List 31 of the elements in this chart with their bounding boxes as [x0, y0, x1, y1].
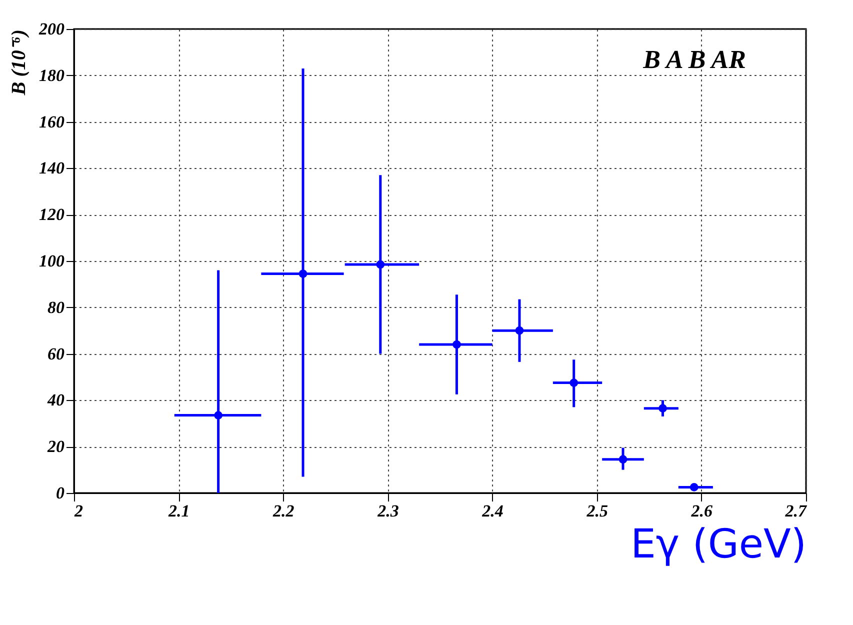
- x-tick-label: 2.6: [690, 502, 714, 520]
- x-tick-label: 2.4: [481, 502, 504, 520]
- y-axis-title: B (10⁻⁶): [8, 30, 30, 96]
- x-tick-label: 2.2: [272, 502, 295, 520]
- y-tick-label: 160: [39, 112, 65, 132]
- x-tick-label: 2.1: [167, 502, 190, 520]
- point: [690, 483, 698, 492]
- y-tick-label: 60: [48, 344, 65, 364]
- point: [658, 404, 667, 412]
- point: [298, 270, 308, 278]
- x-tick-label: 2.3: [376, 502, 400, 520]
- x-axis-title: Eγ (GeV): [630, 522, 806, 568]
- y-tick-label: 40: [46, 390, 65, 410]
- y-tick-label: 100: [39, 252, 65, 270]
- y-tick-label: 200: [38, 20, 65, 38]
- y-tick-label: 120: [39, 205, 65, 224]
- point: [214, 411, 222, 420]
- point: [515, 326, 524, 335]
- point: [618, 455, 628, 464]
- y-tick-label: 80: [48, 298, 65, 317]
- point: [570, 378, 578, 387]
- point: [452, 340, 461, 349]
- x-tick-label: 2: [74, 502, 84, 520]
- y-tick-label: 180: [39, 66, 65, 85]
- x-tick-label: 2.5: [586, 502, 608, 520]
- y-tick-label: 140: [39, 158, 65, 178]
- x-tick-label: 2.7: [784, 502, 808, 520]
- y-tick-label: 0: [56, 484, 65, 502]
- point: [376, 260, 385, 269]
- y-tick-label: 20: [46, 437, 65, 456]
- annotation: B A B AR: [642, 45, 746, 74]
